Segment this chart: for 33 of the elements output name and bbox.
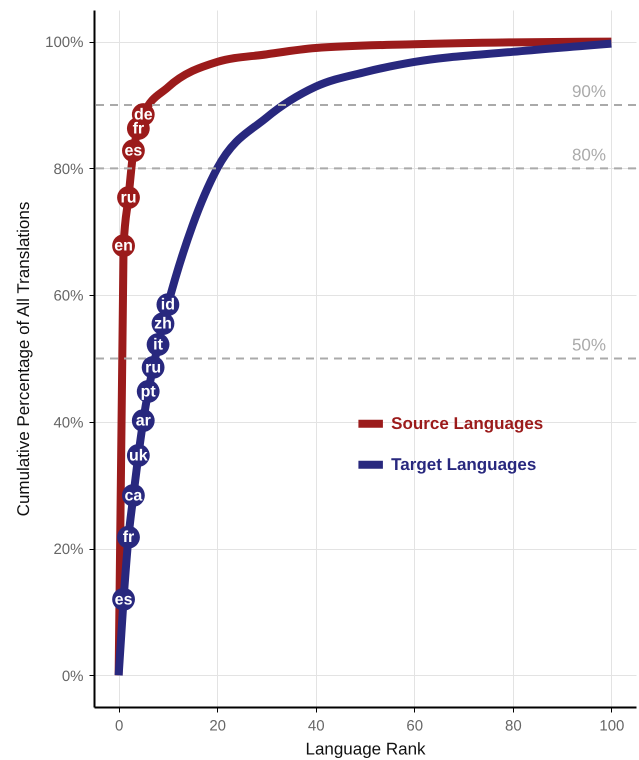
y-tick-label: 40%: [53, 414, 84, 432]
annotation: pt: [140, 383, 156, 400]
annotation: fr: [132, 120, 144, 138]
y-tick-label: 60%: [53, 288, 84, 305]
annotation: ca: [124, 487, 142, 504]
x-tick-label: 20: [209, 718, 226, 734]
annotation: it: [153, 336, 164, 354]
annotation: ru: [120, 190, 136, 207]
x-tick-label: 80: [504, 718, 522, 734]
x-tick-label: 0: [114, 718, 124, 734]
annotation: zh: [154, 316, 172, 333]
annotation: fr: [122, 529, 134, 546]
x-tick-label: 40: [308, 718, 325, 734]
y-tick-label: 20%: [53, 541, 84, 558]
y-tick-label: 0%: [62, 668, 84, 685]
x-tick-label: 100: [599, 718, 624, 734]
y-tick-label: 80%: [53, 160, 84, 178]
annotation: es: [114, 591, 133, 608]
ref-line-label: 90%: [572, 82, 606, 102]
annotation: ar: [136, 412, 151, 430]
ref-line-label: 50%: [572, 336, 606, 354]
annotation: es: [124, 142, 142, 160]
annotation: uk: [129, 447, 148, 464]
annotation: id: [160, 296, 176, 314]
legend-label: Target Languages: [391, 454, 536, 474]
x-axis-title: Language Rank: [305, 740, 426, 758]
annotation: ru: [145, 359, 162, 376]
y-tick-label: 100%: [45, 34, 84, 52]
x-tick-label: 60: [406, 718, 424, 734]
annotation: en: [114, 238, 133, 255]
ref-line-label: 80%: [572, 145, 606, 164]
y-axis-title: Cumulative Percentage of All Translations: [14, 202, 34, 516]
legend-label: Source Languages: [391, 414, 544, 433]
